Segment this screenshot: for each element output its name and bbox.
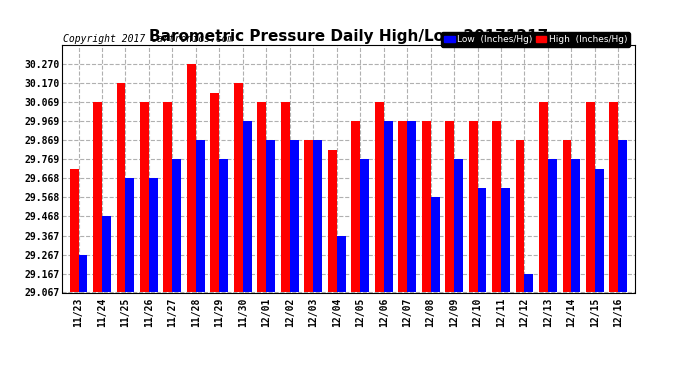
Bar — [375, 102, 384, 292]
Bar — [337, 236, 346, 292]
Bar — [454, 159, 463, 292]
Bar — [398, 121, 407, 292]
Bar — [384, 121, 393, 292]
Bar — [93, 102, 102, 292]
Bar — [79, 255, 88, 292]
Bar — [210, 93, 219, 292]
Bar — [407, 121, 416, 292]
Bar — [548, 159, 557, 292]
Bar — [328, 150, 337, 292]
Bar — [351, 121, 360, 292]
Bar — [196, 140, 205, 292]
Bar — [290, 140, 299, 292]
Text: Copyright 2017 Cartronics.com: Copyright 2017 Cartronics.com — [63, 34, 233, 44]
Bar — [422, 121, 431, 292]
Bar — [126, 178, 135, 292]
Bar — [539, 102, 548, 292]
Bar — [618, 140, 627, 292]
Bar — [164, 102, 172, 292]
Bar — [102, 216, 111, 292]
Legend: Low  (Inches/Hg), High  (Inches/Hg): Low (Inches/Hg), High (Inches/Hg) — [441, 32, 630, 46]
Bar — [524, 273, 533, 292]
Bar — [243, 121, 252, 292]
Bar — [313, 140, 322, 292]
Bar — [571, 159, 580, 292]
Bar — [431, 197, 440, 292]
Bar — [219, 159, 228, 292]
Bar — [149, 178, 158, 292]
Bar — [304, 140, 313, 292]
Bar — [234, 83, 243, 292]
Bar — [187, 64, 196, 292]
Bar — [360, 159, 369, 292]
Bar — [117, 83, 126, 292]
Bar — [477, 188, 486, 292]
Bar — [445, 121, 454, 292]
Bar — [595, 169, 604, 292]
Bar — [562, 140, 571, 292]
Bar — [515, 140, 524, 292]
Bar — [257, 102, 266, 292]
Bar — [492, 121, 501, 292]
Bar — [281, 102, 290, 292]
Bar — [469, 121, 477, 292]
Bar — [266, 140, 275, 292]
Bar — [586, 102, 595, 292]
Bar — [70, 169, 79, 292]
Bar — [501, 188, 510, 292]
Title: Barometric Pressure Daily High/Low 20171217: Barometric Pressure Daily High/Low 20171… — [149, 29, 548, 44]
Bar — [172, 159, 181, 292]
Bar — [140, 102, 149, 292]
Bar — [609, 102, 618, 292]
